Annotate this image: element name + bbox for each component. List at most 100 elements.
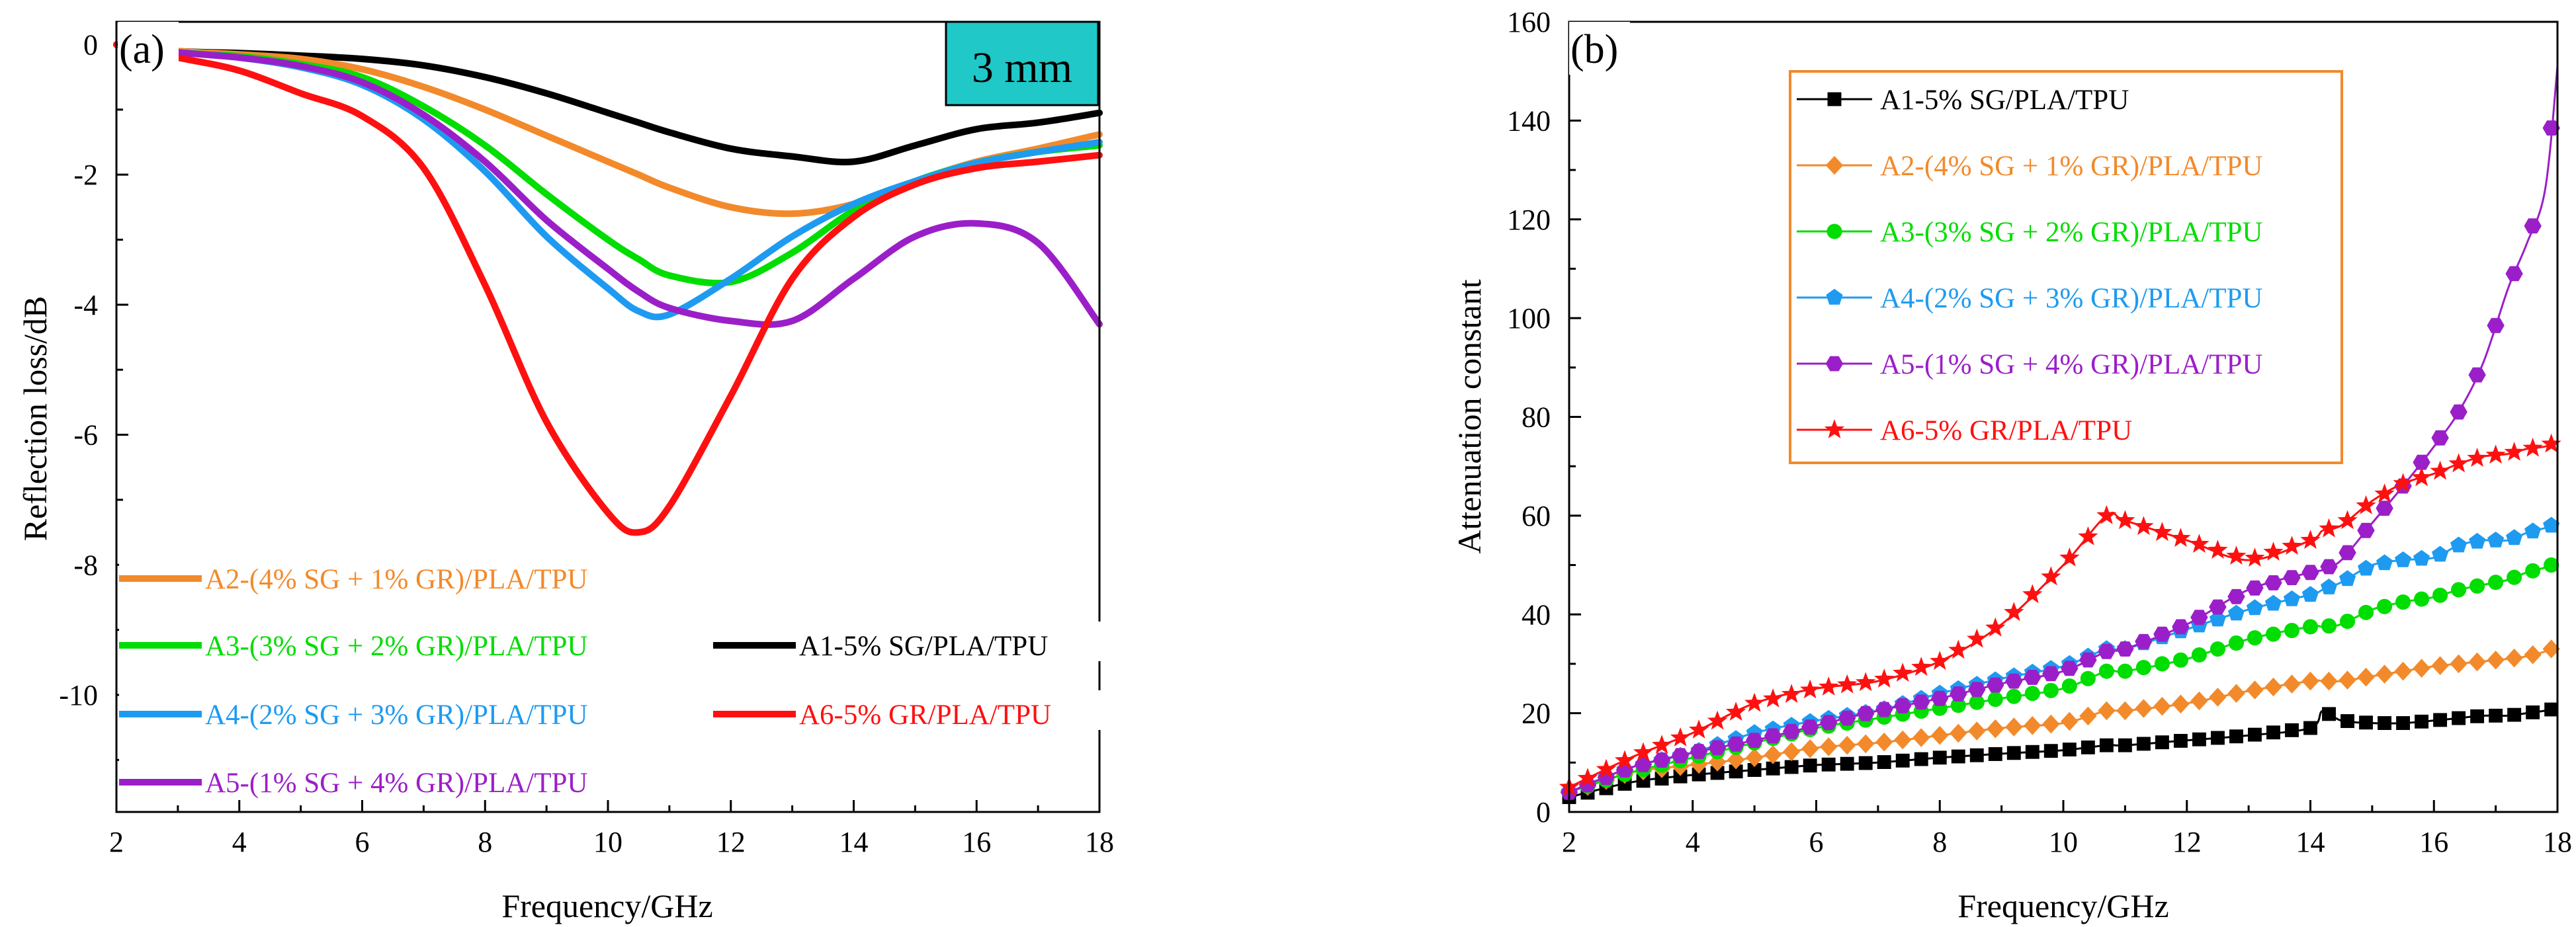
- data-point: [2246, 580, 2264, 596]
- data-point: [2301, 586, 2319, 602]
- data-point: [2487, 651, 2505, 670]
- data-point: [1636, 774, 1651, 788]
- data-point: [2061, 678, 2077, 694]
- data-point: [2321, 618, 2337, 634]
- y-tick-label: 0: [83, 28, 98, 61]
- data-point: [2393, 473, 2413, 493]
- data-point: [2395, 594, 2411, 610]
- data-point: [2544, 702, 2559, 717]
- panel-a-x-axis-ticks: 2 4 6 8 10 12 14 16 18: [109, 800, 1114, 858]
- data-point: [2507, 569, 2522, 585]
- data-point: [2283, 590, 2300, 606]
- panel-b-x-axis-ticks: 2 4 6 8 10 12 14 16 18: [1562, 800, 2572, 858]
- data-point: [2377, 598, 2393, 614]
- data-point: [2135, 699, 2153, 718]
- data-point: [2468, 367, 2486, 383]
- data-point: [2041, 566, 2061, 586]
- panel-b-attenuation-chart: 0 20 40 60 80 100 120 140 160 2 4 6 8 10 12 14 16 18 (b)…: [1451, 6, 2572, 924]
- data-point: [1673, 769, 1688, 784]
- data-point: [2376, 665, 2393, 684]
- panel-b-label-box: [1569, 22, 1630, 75]
- data-point: [2485, 444, 2506, 464]
- y-tick-label: 120: [1507, 204, 1551, 236]
- data-point: [2542, 639, 2560, 659]
- data-point: [2358, 559, 2375, 576]
- data-point: [2025, 745, 2039, 759]
- data-point: [1782, 684, 1802, 704]
- data-point: [1651, 735, 1672, 754]
- data-point: [2394, 661, 2412, 681]
- data-point: [2005, 717, 2023, 737]
- legend-label-a2: A2-(4% SG + 1% GR)/PLA/TPU: [1880, 151, 2262, 182]
- legend-label-a6: A6-5% GR/PLA/TPU: [799, 700, 1051, 731]
- data-point: [1969, 694, 1985, 710]
- data-point: [2320, 671, 2338, 691]
- data-point: [1708, 740, 1727, 756]
- panel-b-label: (b): [1570, 27, 1618, 72]
- data-point: [1801, 739, 1819, 758]
- data-point: [1596, 758, 1617, 778]
- data-point: [1725, 702, 1746, 721]
- legend-label-a4: A4-(2% SG + 3% GR)/PLA/TPU: [1880, 283, 2262, 314]
- data-point: [2303, 721, 2317, 735]
- series-line-a6: [113, 41, 1103, 536]
- panel-a-y-axis-ticks: 0 -2 -4 -6 -8 -10: [59, 28, 128, 761]
- data-point: [1894, 730, 1912, 750]
- thickness-badge-text: 3 mm: [972, 44, 1072, 92]
- legend-marker-a5: [1825, 356, 1844, 372]
- data-point: [1803, 758, 1817, 773]
- legend-label-a3: A3-(3% SG + 2% GR)/PLA/TPU: [1880, 217, 2262, 248]
- series-a5: [1560, 66, 2560, 800]
- data-point: [2098, 663, 2114, 679]
- data-point: [2433, 713, 2448, 727]
- data-point: [2117, 663, 2133, 679]
- data-point: [2413, 454, 2430, 470]
- data-point: [1727, 750, 1745, 770]
- x-tick-label: 12: [716, 826, 746, 858]
- data-point: [2226, 545, 2247, 565]
- data-point: [2189, 534, 2210, 553]
- data-point: [2043, 682, 2059, 698]
- data-point: [1893, 663, 1913, 682]
- panel-a-x-axis-title: Frequency/GHz: [501, 887, 712, 924]
- panel-b-x-axis-title: Frequency/GHz: [1957, 887, 2168, 924]
- data-point: [2263, 542, 2284, 561]
- data-point: [2396, 716, 2411, 731]
- x-tick-label: 14: [839, 826, 869, 858]
- data-point: [2264, 677, 2282, 697]
- x-tick-label: 8: [478, 826, 492, 858]
- y-tick-label: 160: [1507, 6, 1551, 38]
- data-point: [2339, 670, 2356, 690]
- y-tick-label: 0: [1536, 796, 1551, 828]
- legend-backdrop: [119, 555, 635, 594]
- data-point: [2116, 701, 2134, 721]
- data-point: [1856, 672, 1876, 692]
- data-point: [1857, 705, 1875, 721]
- data-point: [2282, 536, 2302, 555]
- legend-label-a5: A5-(1% SG + 4% GR)/PLA/TPU: [1880, 349, 2262, 380]
- data-point: [2079, 706, 2097, 726]
- data-point: [2541, 433, 2561, 453]
- legend-backdrop: [119, 622, 635, 661]
- data-point: [1930, 651, 1950, 670]
- data-point: [2155, 735, 2169, 750]
- data-point: [1729, 764, 1743, 779]
- data-point: [2430, 460, 2450, 480]
- data-point: [2451, 582, 2467, 598]
- data-point: [2024, 686, 2040, 702]
- data-point: [1707, 710, 1728, 730]
- data-point: [1801, 719, 1819, 735]
- data-point: [1820, 715, 1838, 731]
- data-point: [2414, 591, 2430, 607]
- data-point: [2248, 727, 2262, 742]
- data-point: [2448, 453, 2469, 473]
- panel-b-legend-box: [1789, 70, 2343, 464]
- legend-marker-a6: [1824, 419, 1845, 438]
- data-point: [2208, 540, 2228, 559]
- y-tick-label: -4: [73, 289, 98, 321]
- data-point: [2467, 448, 2487, 467]
- data-point: [2042, 666, 2060, 682]
- legend-label-a5: A5-(1% SG + 4% GR)/PLA/TPU: [205, 768, 587, 799]
- data-point: [2507, 707, 2522, 722]
- data-point: [2264, 594, 2282, 611]
